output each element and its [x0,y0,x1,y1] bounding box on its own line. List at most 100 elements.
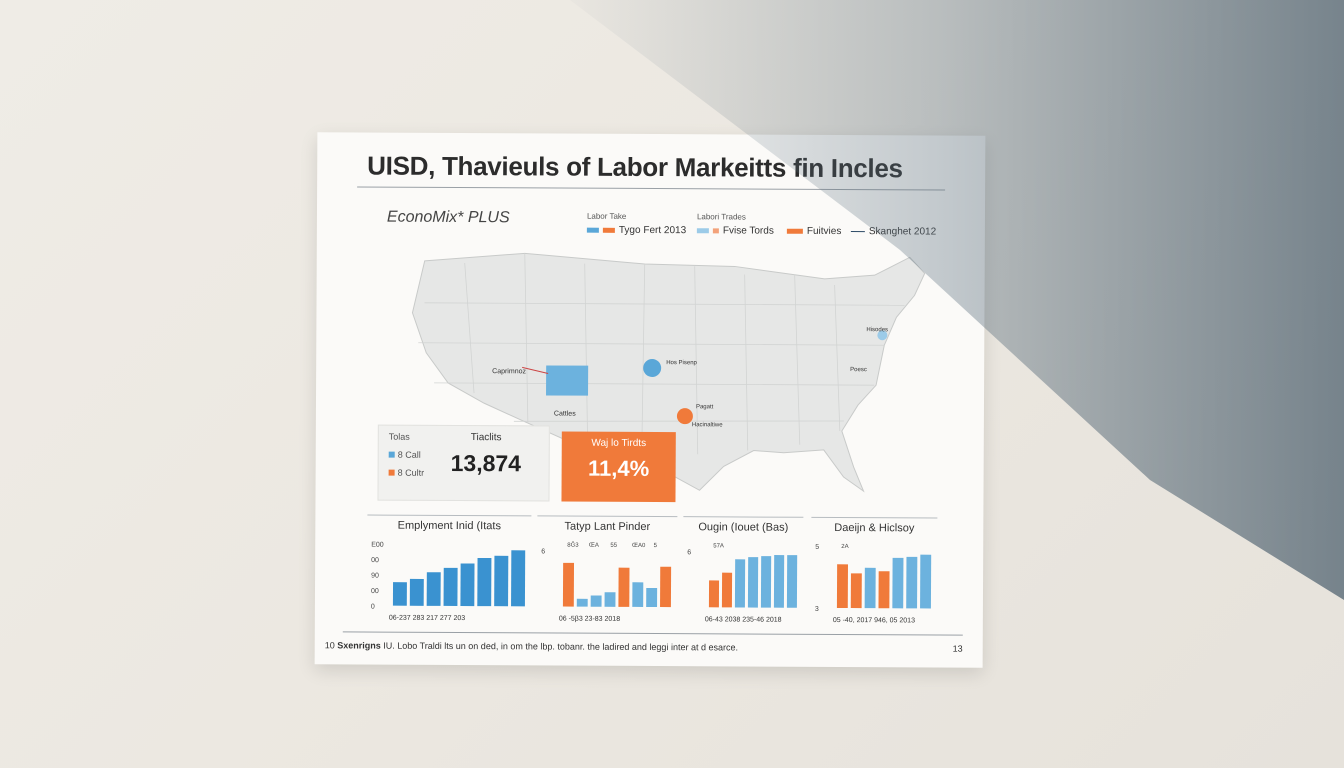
legend-label: Skanghet 2012 [868,226,937,238]
bar [511,550,526,607]
map-label-south-sub: Hacinaltiwe [692,422,723,428]
bar [660,566,672,608]
footer-title: Sxenrigns [337,640,381,651]
map-label-capital: Caprimnoz [492,368,526,375]
bar [892,557,904,609]
report-page: UISD, Thavieuls of Labor Markeitts fin I… [314,132,986,668]
kpi-highlight-card: Waj lo Tirdts 11,4% [561,431,676,503]
bar-annotation: 55 [610,543,617,549]
bar [920,554,932,609]
legend-item-2: Fvise Tords [696,225,774,237]
footer-left-num: 10 [324,640,335,651]
map-label-capital-sub: Cattles [554,410,576,417]
map-label-east: Poesc [850,367,867,373]
x-axis-label: 05 -40, 2017 946, 05 2013 [833,617,915,624]
bar [426,572,441,606]
bar-annotation: 57A [713,543,724,549]
legend-item-1: Tygo Fert 2013 [586,224,687,237]
bar-annotation: ŒA0 [632,543,646,549]
legend-swatch-line [850,231,865,233]
page-title: UISD, Thavieuls of Labor Markeitts fin I… [367,150,903,184]
legend-swatch-lightorange [712,228,719,234]
y-tick-label: 3 [815,606,819,613]
bar [906,556,918,609]
kpi-card: Tolas 8 Call 8 Cultr Tiaclits 13,874 [377,424,550,502]
page-number: 13 [952,643,963,654]
x-axis-label: 06-43 2038 235-46 2018 [705,616,782,623]
bar [836,564,848,609]
kpi-highlight-value: 11,4% [587,455,650,481]
map-label-northeast: Hisodes [866,327,888,333]
legend-header-1: Labor Take [586,211,627,221]
chart-panels: Emplyment Inid (Itats E00 00 90 00 0 06-237 2… [366,514,938,627]
chart-title: Ougin (Iouet (Bas) [698,521,789,534]
map-legend: Labor Take Labori Trades Tygo Fert 2013 … [585,212,945,248]
bar [392,582,407,606]
bar [708,580,720,608]
bar [576,598,588,607]
kpi-swatch-blue [388,451,395,458]
x-axis-label: 06-237 283 217 277 203 [389,615,465,622]
title-divider [357,186,946,191]
bar [878,571,890,609]
bar [604,592,616,607]
bar [734,559,746,608]
kpi-swatch-orange [388,469,395,476]
legend-item-3: Fuitvies [786,225,842,237]
bar [747,557,759,608]
bar [864,567,876,609]
kpi-legend-1: 8 Call [388,450,421,460]
footer-text: IU. Lobo Traldi lts un on ded, in om the… [383,640,739,653]
bar [562,562,575,607]
bar [618,567,630,607]
bar [443,567,458,606]
brand-logo: EconoMix* PLUS [386,208,510,227]
y-tick-label: E00 [371,542,384,549]
y-tick-label: 90 [371,573,379,580]
bar-annotation: 2A [841,544,848,550]
bar-chart-4: 5 3 2A 05 -40, 2017 946, 05 2013 [815,544,932,624]
kpi-highlight-label: Waj lo Tirdts [591,437,647,449]
bar [477,557,492,607]
bar [760,556,772,608]
footer-note: 10 Sxenrigns IU. Lobo Traldi lts un on d… [325,640,738,652]
chart-title: Tatyp Lant Pinder [564,520,651,534]
bar [850,573,862,609]
y-tick-label: 00 [371,557,379,564]
chart-title: Daeijn & Hiclsoy [834,521,915,535]
bar [773,555,785,608]
legend-label: Tygo Fert 2013 [618,224,687,237]
bar [460,563,475,607]
bar [590,595,602,607]
chart-panel-2: Tatyp Lant Pinder 6 8Ğ3 ŒA 55 ŒA0 5 06 -5β3 23… [536,515,678,626]
highlighted-state [546,365,589,396]
bar [786,555,798,608]
kpi-legend-label: 8 Cultr [397,467,425,478]
y-tick-label: 6 [541,548,545,555]
bar [409,578,424,606]
chart-title: Emplyment Inid (Itats [397,519,502,533]
y-tick-label: 6 [687,549,691,556]
bar-chart-3: 6 57A 06-43 2038 235-46 2018 [687,543,798,624]
legend-swatch-orange [786,228,803,234]
blue-marker [643,359,662,378]
legend-header-2: Labori Trades [696,212,746,222]
x-axis-label: 06 -5β3 23-83 2018 [559,616,620,623]
bar-annotation: 5 [654,543,658,549]
y-tick-label: 5 [815,544,819,551]
legend-label: Fuitvies [806,225,842,237]
y-tick-label: 00 [371,588,379,595]
footer-divider [342,631,963,636]
chart-panel-1: Emplyment Inid (Itats E00 00 90 00 0 06-237 2… [366,514,532,625]
legend-swatch-orange [602,227,615,233]
kpi-header: Tolas [388,431,410,442]
kpi-legend-2: 8 Cultr [388,467,425,478]
legend-swatch-blue [586,227,599,233]
chart-panel-3: Ougin (Iouet (Bas) 6 57A 06-43 2038 235-46… [682,516,804,626]
bar [632,582,644,607]
kpi-label: Tiaclits [470,432,502,444]
bar-chart-2: 6 8Ğ3 ŒA 55 ŒA0 5 06 -5β3 23-83 2018 [541,542,672,623]
legend-item-4: Skanghet 2012 [850,226,937,238]
bar [494,555,509,607]
